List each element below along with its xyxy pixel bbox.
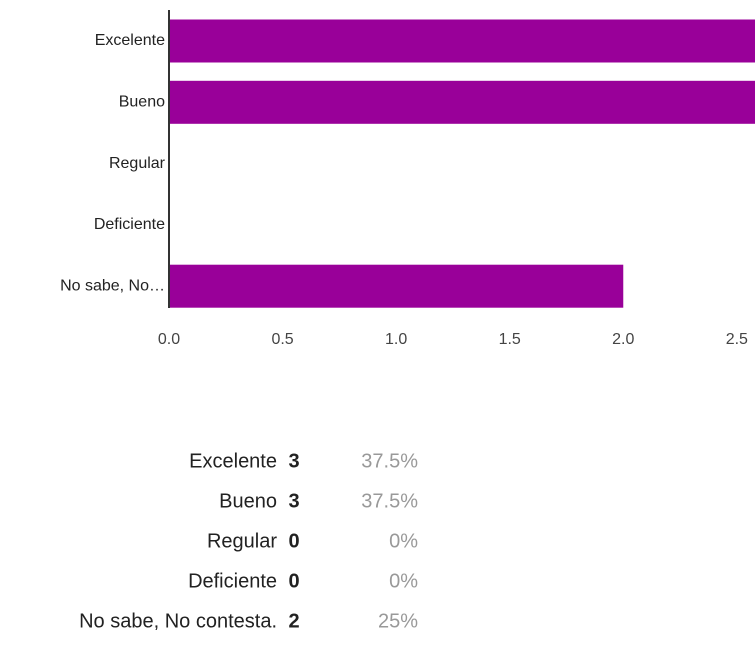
y-tick-label: Excelente bbox=[95, 32, 165, 49]
x-tick-label: 1.0 bbox=[385, 331, 407, 348]
row-count: 2 bbox=[288, 610, 299, 632]
x-tick-label: 0.0 bbox=[158, 331, 180, 348]
row-label: Regular bbox=[207, 530, 277, 552]
row-count: 3 bbox=[288, 450, 299, 472]
row-percent: 0% bbox=[389, 570, 418, 592]
bars bbox=[169, 19, 755, 308]
y-tick-label: Deficiente bbox=[94, 216, 165, 233]
x-tick-label: 2.5 bbox=[726, 331, 748, 348]
row-label: Bueno bbox=[219, 490, 277, 512]
bar bbox=[169, 80, 755, 124]
row-count: 0 bbox=[288, 530, 299, 552]
row-percent: 37.5% bbox=[361, 450, 418, 472]
y-tick-label: Regular bbox=[109, 155, 166, 172]
x-tick-label: 1.5 bbox=[499, 331, 521, 348]
x-tick-label: 0.5 bbox=[271, 331, 293, 348]
row-label: Excelente bbox=[189, 450, 277, 472]
row-count: 0 bbox=[288, 570, 299, 592]
bar bbox=[169, 264, 624, 308]
row-label: Deficiente bbox=[188, 570, 277, 592]
row-percent: 0% bbox=[389, 530, 418, 552]
row-count: 3 bbox=[288, 490, 299, 512]
row-percent: 37.5% bbox=[361, 490, 418, 512]
y-tick-label: Bueno bbox=[119, 94, 165, 111]
bar bbox=[169, 19, 755, 63]
row-label: No sabe, No contesta. bbox=[79, 610, 277, 632]
x-tick-label: 2.0 bbox=[612, 331, 634, 348]
row-percent: 25% bbox=[378, 610, 418, 632]
y-tick-label: No sabe, No… bbox=[60, 277, 165, 294]
